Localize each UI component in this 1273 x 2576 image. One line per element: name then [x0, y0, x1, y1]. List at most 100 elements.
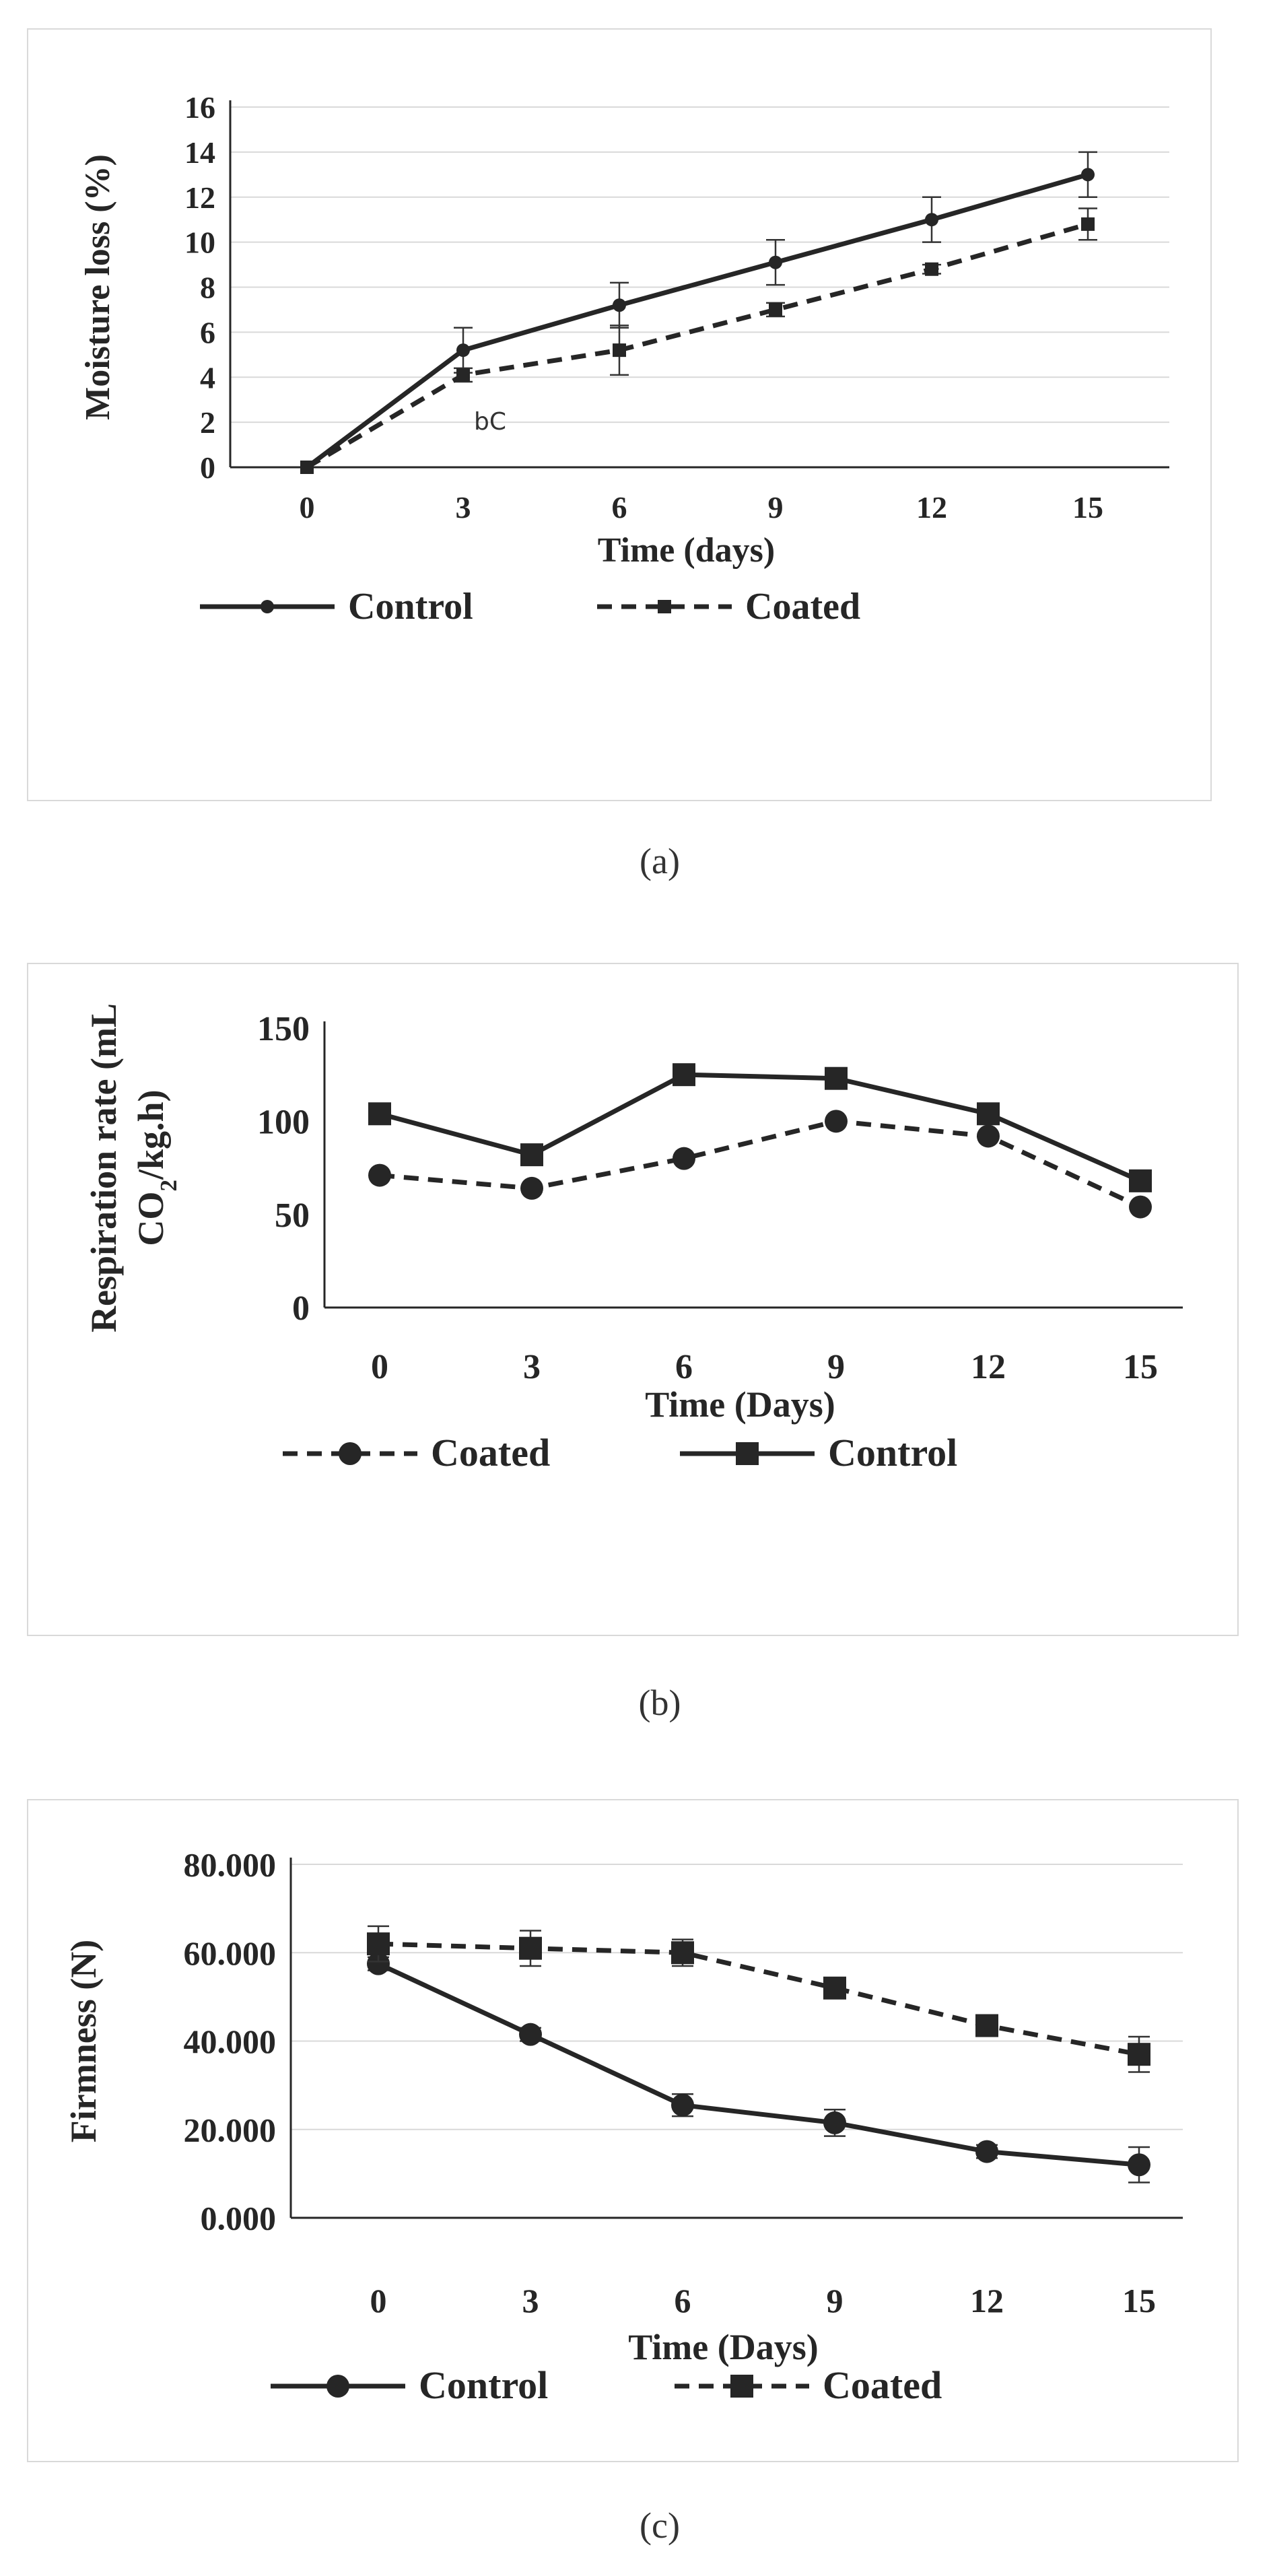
- data-point-coated: [671, 1941, 694, 1965]
- x-tick-label: 9: [827, 1348, 845, 1386]
- data-point-control: [1129, 1169, 1152, 1192]
- x-tick-label: 12: [970, 2282, 1004, 2319]
- y-tick-label: 12: [184, 180, 215, 215]
- series-line-coated: [379, 1118, 1142, 1209]
- caption-a: (a): [640, 841, 680, 881]
- x-axis-label: Time (Days): [645, 1384, 835, 1425]
- x-tick-label: 6: [675, 1348, 693, 1386]
- legend-label-coated: Coated: [431, 1431, 550, 1475]
- data-point-coated: [975, 2014, 998, 2037]
- respiration-rate-chart: 0 50 100 150 0 3 6 9 12 15 Time (Days) Respiration …: [83, 1003, 1183, 1475]
- x-tick-label: 15: [1123, 1348, 1158, 1386]
- data-point-control: [977, 1102, 1000, 1126]
- y-tick-label: 0.000: [201, 2200, 277, 2237]
- legend-marker-control: [326, 2375, 349, 2398]
- y-tick-label: 40.000: [184, 2023, 277, 2060]
- y-axis-label-co: CO: [131, 1192, 171, 1246]
- data-point-control: [769, 255, 782, 269]
- data-point-control: [367, 1952, 390, 1975]
- y-tick-label: 16: [184, 90, 215, 125]
- data-point-coated: [367, 1932, 390, 1956]
- legend-label-coated: Coated: [745, 586, 860, 628]
- y-axis-label: Moisture loss (%): [79, 154, 117, 420]
- x-tick-label: 6: [675, 2282, 691, 2319]
- series-line-control: [377, 1961, 1140, 2167]
- data-point-control: [925, 213, 938, 227]
- data-point-coated: [977, 1124, 1000, 1148]
- y-tick-label: 20.000: [184, 2111, 277, 2148]
- data-point-coated: [823, 1976, 846, 2000]
- data-point-coated: [673, 1147, 695, 1170]
- legend-label-control: Control: [828, 1431, 957, 1475]
- x-tick-label: 12: [971, 1348, 1006, 1386]
- legend-marker-coated: [730, 2375, 753, 2398]
- x-tick-label: 12: [916, 490, 947, 524]
- x-tick-label: 0: [371, 1348, 388, 1386]
- y-axis-label-line2: CO2/kg.h): [131, 1089, 182, 1246]
- y-axis-label-unit: /kg.h): [131, 1089, 171, 1180]
- x-tick-label: 3: [523, 1348, 541, 1386]
- chart-panel-c: 0.000 20.000 40.000 60.000 80.000 0 3 6 9 12 15 Tim…: [27, 1799, 1239, 2462]
- data-point-coated: [825, 1110, 848, 1133]
- legend-marker-coated: [658, 600, 671, 613]
- legend-label-coated: Coated: [823, 2363, 942, 2407]
- data-point-coated: [368, 1163, 391, 1187]
- data-point-control: [673, 1063, 695, 1087]
- y-axis-label: Firmness (N): [63, 1940, 104, 2142]
- data-point-control: [1128, 2153, 1150, 2177]
- data-point-coated: [520, 1176, 543, 1200]
- legend-marker-coated: [339, 1442, 362, 1465]
- y-axis-label-subscript: 2: [156, 1180, 182, 1192]
- data-point-coated: [519, 1936, 542, 1960]
- data-point-control: [519, 2023, 542, 2046]
- x-tick-label: 15: [1072, 490, 1103, 524]
- data-point-coated: [925, 262, 938, 276]
- series-line-control: [379, 1072, 1142, 1184]
- legend-label-control: Control: [348, 586, 473, 628]
- data-point-control: [825, 1066, 848, 1090]
- x-tick-label: 0: [370, 2282, 387, 2319]
- y-tick-label: 150: [257, 1010, 310, 1048]
- chart-panel-a: 0 2 4 6 8 10 12 14 16 0 3 6 9 12 15 Time (days) Moisture…: [27, 28, 1212, 801]
- legend-marker-control: [261, 600, 274, 613]
- x-tick-label: 3: [522, 2282, 539, 2319]
- data-point-control: [671, 2093, 694, 2117]
- data-point-control: [368, 1102, 391, 1126]
- data-point-control: [1081, 168, 1095, 182]
- data-point-coated: [456, 368, 470, 382]
- series-line-coated: [378, 1941, 1140, 2057]
- moisture-loss-chart: 0 2 4 6 8 10 12 14 16 0 3 6 9 12 15 Time (days) Moisture…: [79, 90, 1169, 628]
- y-tick-label: 0: [292, 1289, 310, 1328]
- x-tick-label: 15: [1122, 2282, 1156, 2319]
- data-point-control: [613, 298, 626, 312]
- y-tick-label: 8: [200, 271, 215, 305]
- data-point-coated: [1128, 2043, 1150, 2066]
- y-tick-label: 4: [200, 360, 215, 395]
- data-point-coated: [1129, 1195, 1152, 1219]
- data-point-control: [456, 343, 470, 358]
- y-tick-label: 60.000: [184, 1934, 277, 1972]
- y-tick-label: 0: [200, 450, 215, 485]
- x-tick-label: 9: [827, 2282, 844, 2319]
- data-point-coated: [1081, 217, 1095, 231]
- data-point-coated: [769, 302, 782, 316]
- y-tick-label: 100: [257, 1104, 310, 1142]
- x-tick-label: 0: [300, 490, 315, 524]
- data-point-coated: [300, 461, 314, 474]
- y-tick-label: 14: [184, 135, 215, 170]
- x-axis-label: Time (Days): [628, 2327, 818, 2367]
- annotation-label: bC: [474, 408, 506, 436]
- x-axis-label: Time (days): [598, 531, 775, 570]
- series-line-control: [305, 172, 1089, 469]
- data-point-control: [823, 2111, 846, 2134]
- y-tick-label: 2: [200, 405, 215, 440]
- legend-marker-control: [736, 1442, 759, 1465]
- y-tick-label: 6: [200, 315, 215, 349]
- x-tick-label: 9: [768, 490, 784, 524]
- caption-c: (c): [640, 2505, 680, 2546]
- chart-panel-b: 0 50 100 150 0 3 6 9 12 15 Time (Days) Respiration …: [27, 963, 1239, 1636]
- data-point-coated: [613, 343, 626, 358]
- y-tick-label: 10: [184, 226, 215, 260]
- y-tick-label: 50: [275, 1196, 310, 1235]
- y-tick-label: 80.000: [184, 1846, 277, 1884]
